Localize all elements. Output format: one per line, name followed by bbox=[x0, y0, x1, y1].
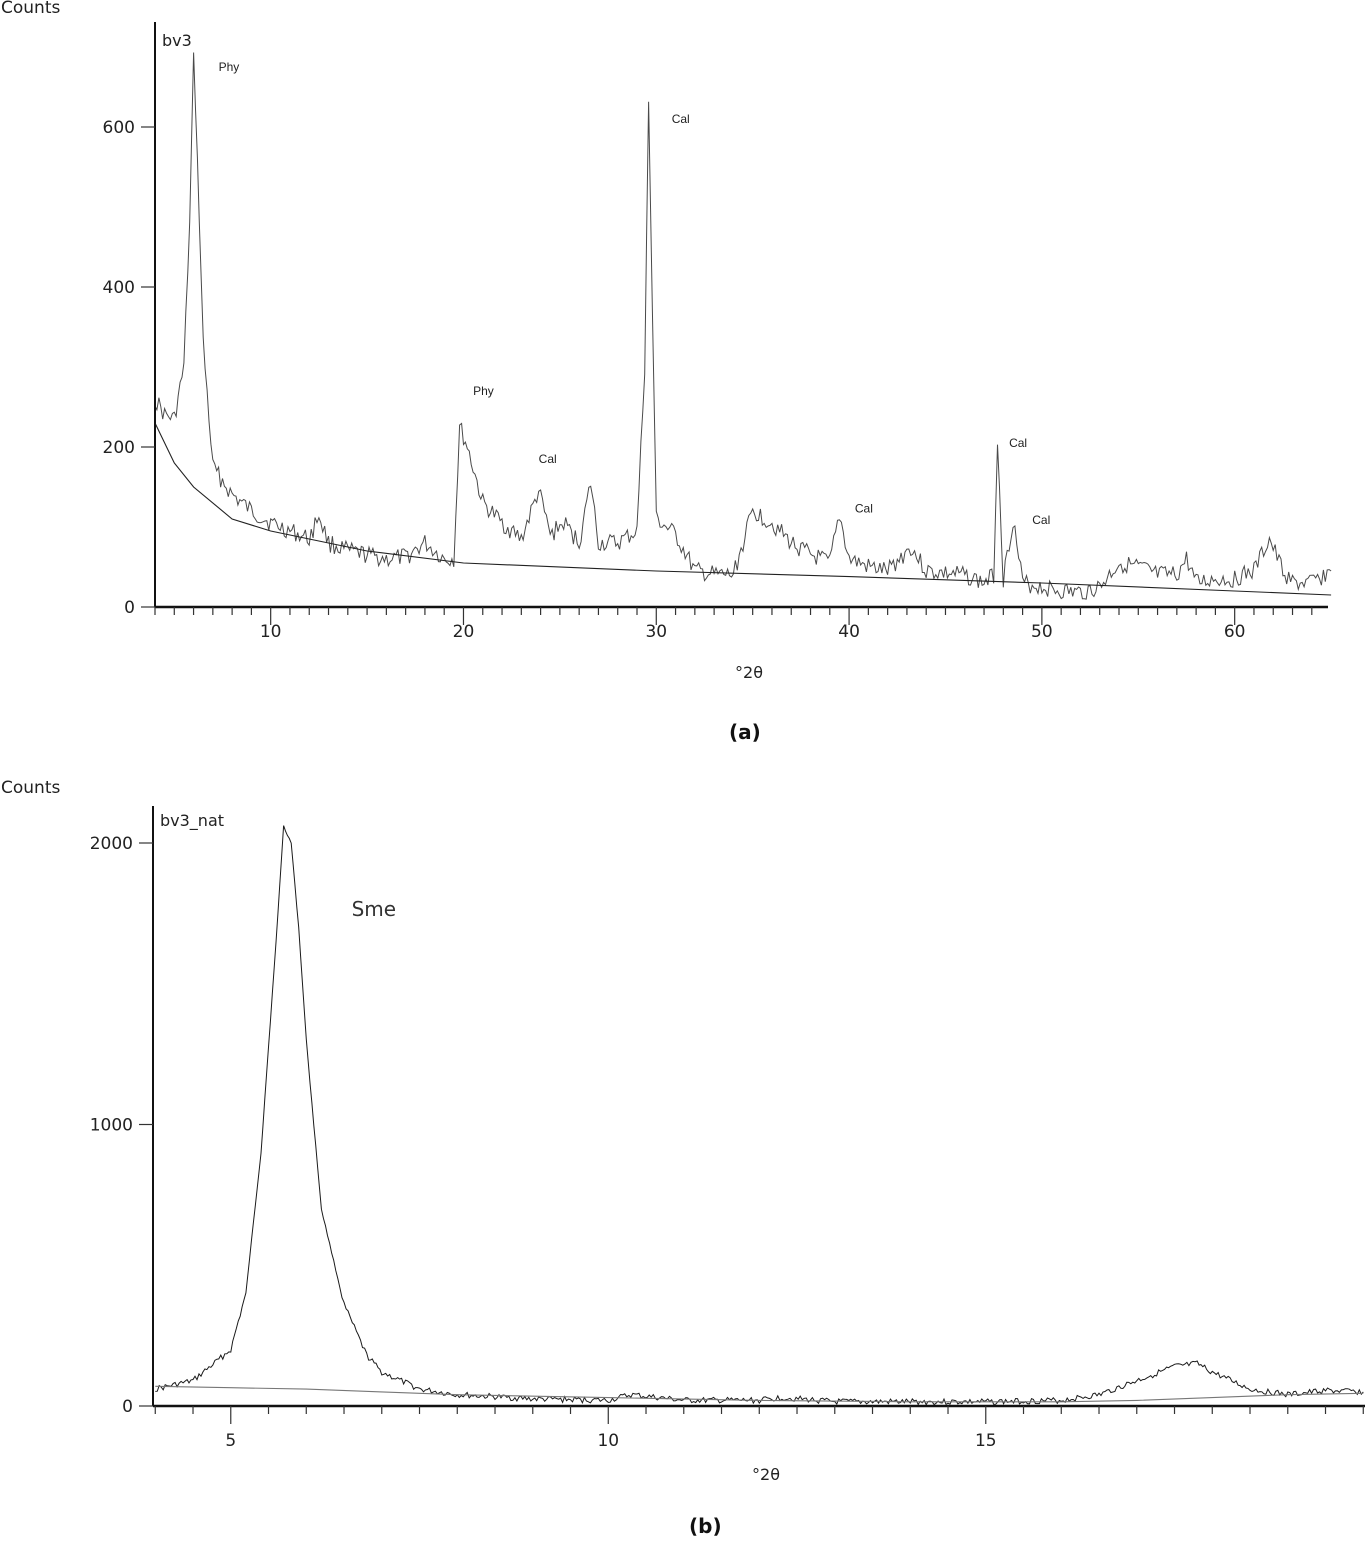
y-tick-label: 0 bbox=[122, 1397, 133, 1417]
peak-label: Cal bbox=[1009, 436, 1027, 450]
x-tick-label: 10 bbox=[597, 1431, 619, 1451]
background-line bbox=[154, 422, 1332, 596]
peak-label: Cal bbox=[1032, 513, 1050, 527]
figure-caption: (a) bbox=[729, 720, 761, 744]
peak-label: Cal bbox=[855, 502, 873, 516]
y-tick-label: 400 bbox=[103, 278, 135, 298]
chart-panel-b: Counts 0 1000 2000 5 10 15 °2θ bv3_nat Sme (b) bbox=[0, 770, 1369, 1542]
y-tick-label: 2000 bbox=[90, 834, 133, 854]
y-tick-label: 200 bbox=[103, 438, 135, 458]
x-tick-label: 30 bbox=[645, 622, 667, 642]
y-tick-label: 1000 bbox=[90, 1116, 133, 1136]
x-tick-label: 50 bbox=[1031, 622, 1053, 642]
figure-caption: (b) bbox=[689, 1514, 722, 1538]
diffraction-pattern-line bbox=[154, 52, 1332, 600]
chart-panel-a: Counts 0 200 400 600 10 20 30 40 50 60 °2θ bv3 Phy Ph… bbox=[0, 0, 1369, 760]
background-line bbox=[155, 1385, 1364, 1403]
peak-label: Cal bbox=[672, 112, 690, 126]
peak-label: Phy bbox=[219, 60, 240, 74]
x-axis-title: °2θ bbox=[752, 1465, 780, 1484]
x-tick-label: 60 bbox=[1224, 622, 1246, 642]
x-tick-label: 5 bbox=[225, 1431, 236, 1451]
xrd-chart-a: 0 200 400 600 10 20 30 40 50 60 °2θ bv3 Phy Phy Cal Cal… bbox=[103, 22, 1332, 682]
peak-label: Cal bbox=[539, 452, 557, 466]
x-tick-label: 40 bbox=[838, 622, 860, 642]
y-tick-label: 0 bbox=[124, 598, 135, 618]
series-name-label: bv3_nat bbox=[160, 811, 224, 831]
peak-label: Phy bbox=[473, 384, 494, 398]
peak-label: Sme bbox=[352, 897, 396, 921]
y-axis-title: Counts bbox=[1, 0, 61, 18]
y-axis-title: Counts bbox=[1, 778, 61, 798]
x-axis-title: °2θ bbox=[735, 663, 763, 682]
x-tick-label: 20 bbox=[453, 622, 475, 642]
xrd-chart-b: 0 1000 2000 5 10 15 °2θ bv3_nat Sme bbox=[90, 806, 1365, 1484]
x-tick-label: 10 bbox=[260, 622, 282, 642]
series-name-label: bv3 bbox=[162, 31, 192, 50]
y-tick-label: 600 bbox=[103, 118, 135, 138]
x-tick-label: 15 bbox=[975, 1431, 997, 1451]
diffraction-pattern-line bbox=[155, 825, 1364, 1406]
